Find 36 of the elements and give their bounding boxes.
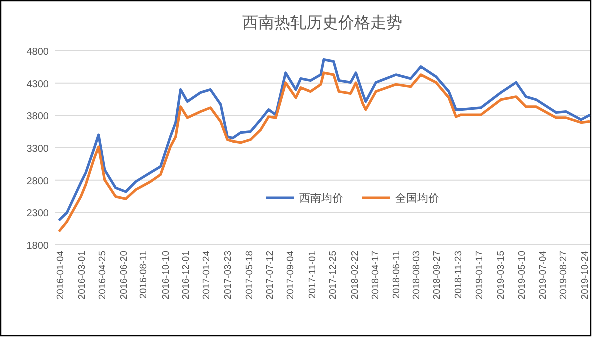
x-tick-label: 2016-08-11 (138, 251, 150, 299)
x-tick-label: 2016-01-04 (55, 251, 66, 300)
x-tick-label: 2017-05-18 (244, 251, 256, 300)
x-tick-label: 2016-04-25 (98, 251, 109, 300)
x-tick-label: 2016-10-10 (161, 251, 172, 300)
x-tick-label: 2017-12-25 (328, 251, 339, 300)
x-tick-label: 2017-07-12 (265, 251, 276, 300)
y-tick-label: 2300 (26, 208, 50, 220)
x-tick-label: 2018-04-17 (370, 251, 382, 300)
x-tick-label: 2018-11-23 (454, 251, 465, 299)
x-tick-label: 2019-01-17 (474, 251, 486, 300)
x-tick-label: 2018-09-27 (432, 251, 444, 300)
chart-title: 西南热轧历史价格走势 (242, 14, 402, 32)
y-tick-label: 2800 (26, 176, 50, 188)
x-tick-label: 2017-11-01 (307, 251, 318, 299)
x-tick-label: 2019-05-10 (517, 251, 528, 300)
y-tick-label: 1800 (26, 241, 50, 252)
x-tick-label: 2018-08-03 (411, 251, 422, 300)
y-tick-label: 3300 (26, 144, 50, 155)
x-tick-label: 2018-02-22 (350, 251, 362, 300)
x-tick-label: 2018-06-11 (391, 251, 402, 299)
y-tick-label: 4800 (26, 47, 50, 58)
y-tick-label: 4300 (26, 79, 50, 90)
x-tick-label: 2017-01-24 (201, 251, 212, 300)
legend-label: 全国均价 (396, 193, 440, 205)
x-tick-label: 2016-03-01 (76, 251, 88, 300)
x-tick-label: 2016-12-01 (180, 251, 192, 300)
x-tick-label: 2019-08-27 (558, 251, 570, 300)
x-tick-label: 2017-03-23 (223, 251, 234, 300)
y-tick-label: 3800 (26, 112, 50, 123)
x-tick-label: 2019-10-24 (580, 251, 592, 300)
x-tick-label: 2019-03-15 (496, 251, 507, 300)
x-tick-label: 2019-07-04 (538, 251, 549, 300)
x-tick-label: 2017-09-04 (286, 251, 297, 300)
x-tick-label: 2016-06-20 (118, 251, 130, 300)
legend-label: 西南均价 (300, 192, 344, 205)
